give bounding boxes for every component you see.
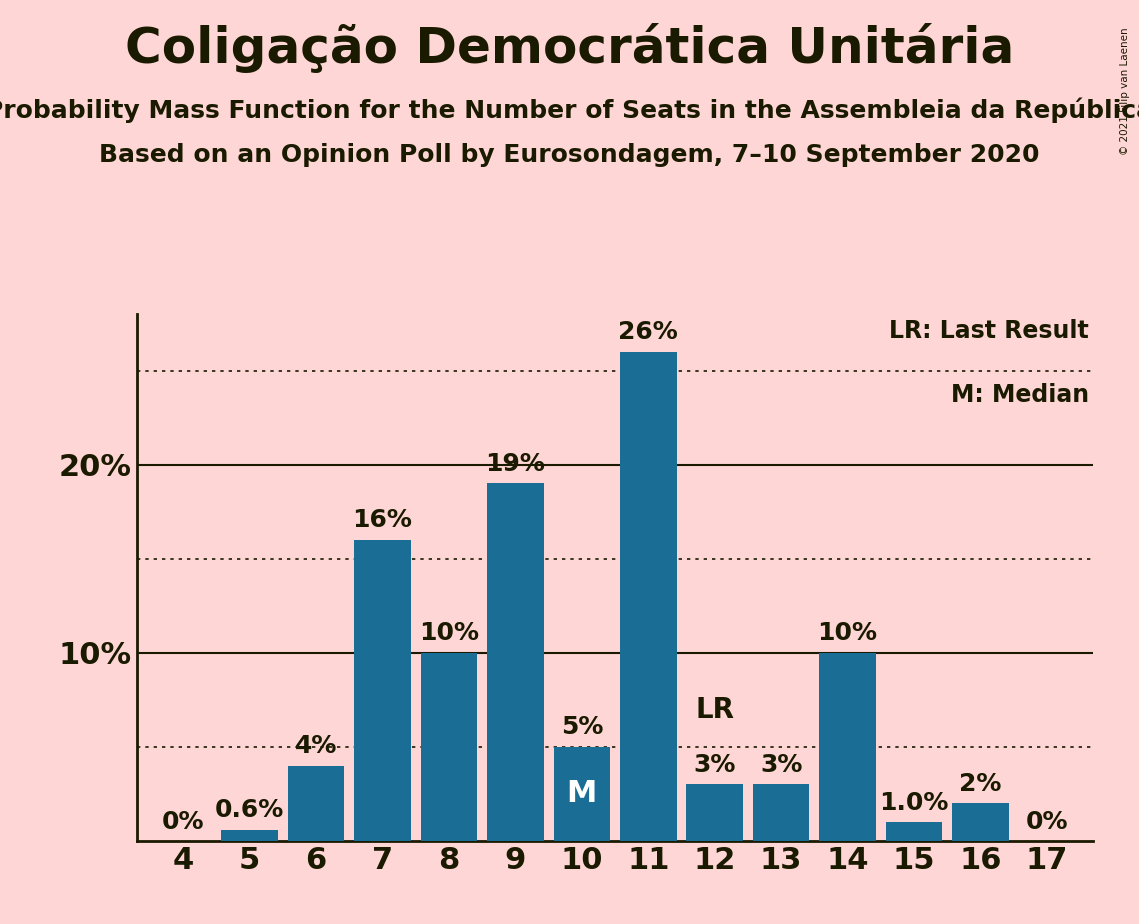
Text: 3%: 3%: [694, 753, 736, 777]
Text: Probability Mass Function for the Number of Seats in the Assembleia da República: Probability Mass Function for the Number…: [0, 97, 1139, 123]
Text: 2%: 2%: [959, 772, 1001, 796]
Bar: [487, 483, 543, 841]
Bar: [221, 830, 278, 841]
Bar: [620, 352, 677, 841]
Bar: [288, 766, 344, 841]
Bar: [886, 822, 942, 841]
Bar: [420, 652, 477, 841]
Text: 0.6%: 0.6%: [215, 798, 285, 822]
Bar: [687, 784, 743, 841]
Text: 3%: 3%: [760, 753, 802, 777]
Text: LR: Last Result: LR: Last Result: [888, 320, 1089, 344]
Bar: [819, 652, 876, 841]
Bar: [354, 540, 411, 841]
Bar: [952, 803, 1009, 841]
Text: 10%: 10%: [419, 621, 480, 645]
Text: 4%: 4%: [295, 734, 337, 758]
Text: M: M: [566, 779, 597, 808]
Text: 0%: 0%: [1026, 810, 1068, 834]
Text: Based on an Opinion Poll by Eurosondagem, 7–10 September 2020: Based on an Opinion Poll by Eurosondagem…: [99, 143, 1040, 167]
Text: 26%: 26%: [618, 321, 678, 345]
Text: 16%: 16%: [353, 508, 412, 532]
Text: 0%: 0%: [162, 810, 204, 834]
Text: 1.0%: 1.0%: [879, 791, 949, 815]
Bar: [554, 747, 611, 841]
Text: 10%: 10%: [818, 621, 878, 645]
Text: 19%: 19%: [485, 452, 546, 476]
Text: © 2021 Filip van Laenen: © 2021 Filip van Laenen: [1120, 28, 1130, 155]
Text: M: Median: M: Median: [951, 383, 1089, 407]
Text: Coligação Democrática Unitária: Coligação Democrática Unitária: [125, 23, 1014, 73]
Bar: [753, 784, 810, 841]
Text: LR: LR: [695, 696, 735, 724]
Text: 5%: 5%: [560, 715, 603, 739]
